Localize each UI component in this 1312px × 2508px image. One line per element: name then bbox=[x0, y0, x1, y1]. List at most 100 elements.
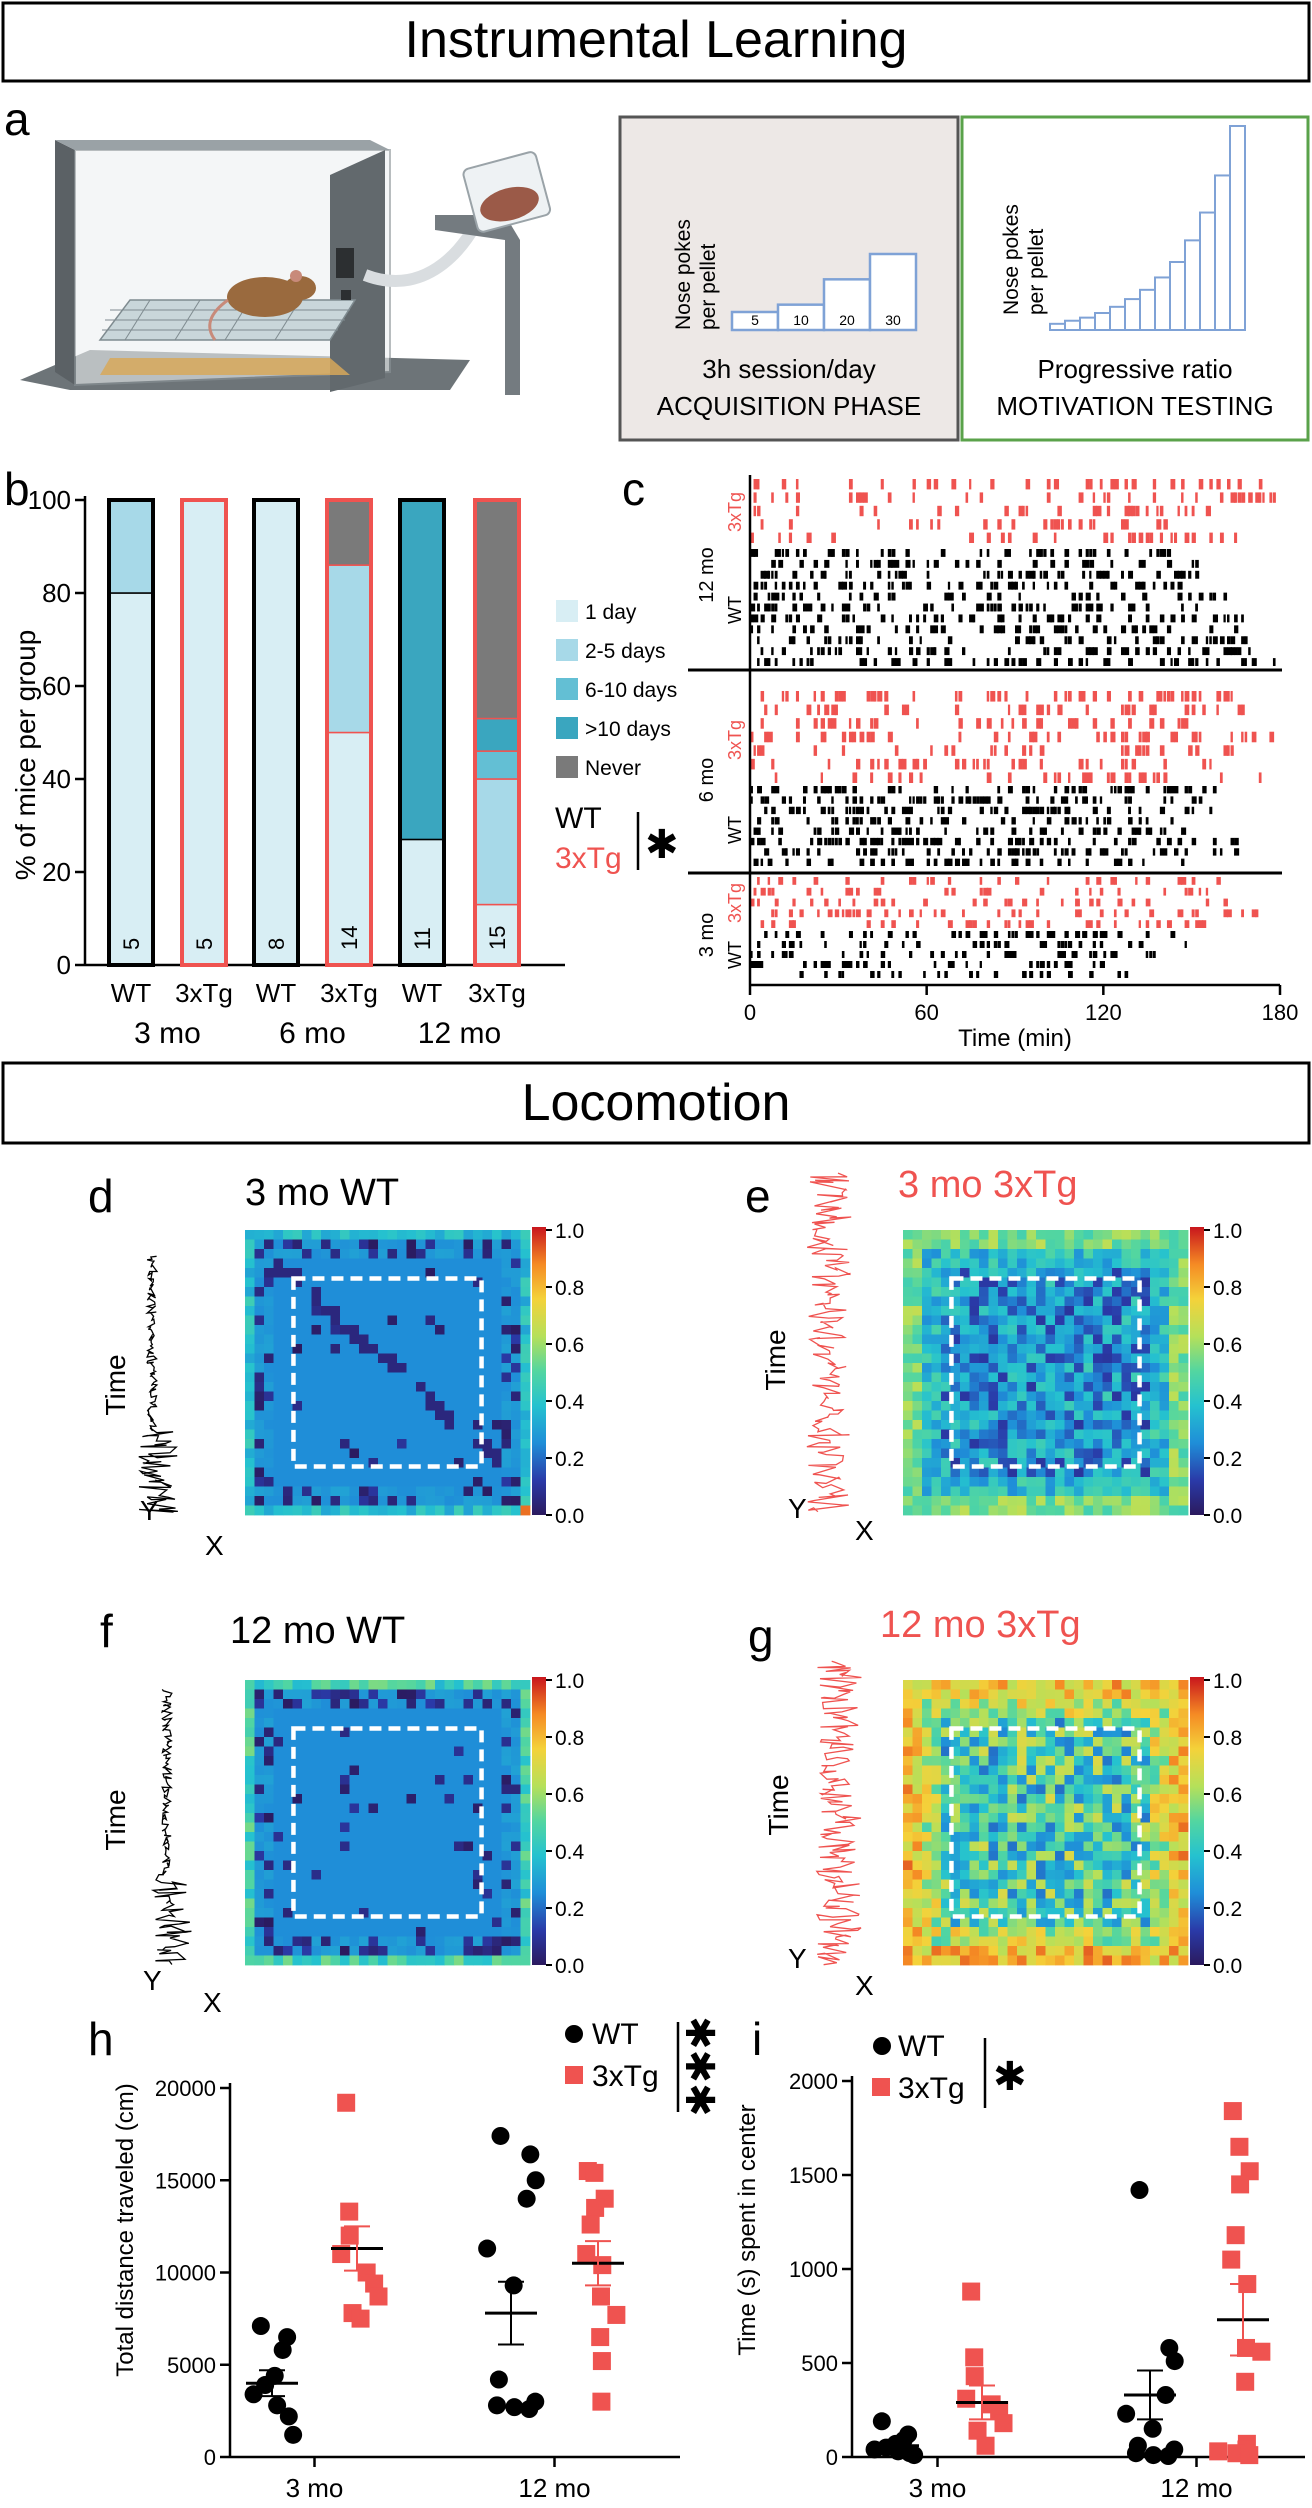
heatmap-cell bbox=[273, 1420, 284, 1430]
heatmap-cell bbox=[912, 1287, 923, 1297]
heatmap-cell bbox=[1102, 1784, 1113, 1795]
heatmap-cell bbox=[931, 1306, 942, 1316]
heatmap-cell bbox=[368, 1467, 379, 1478]
heatmap-cell bbox=[435, 1794, 445, 1804]
heatmap-cell bbox=[903, 1277, 913, 1288]
c-event-tick bbox=[919, 796, 923, 804]
heatmap-cell bbox=[302, 1230, 312, 1240]
heatmap-cell bbox=[1178, 1505, 1189, 1516]
heatmap-cell bbox=[912, 1851, 923, 1861]
c-event-tick bbox=[962, 951, 967, 958]
heatmap-cell bbox=[931, 1689, 942, 1700]
heatmap-cell bbox=[1064, 1306, 1075, 1316]
heatmap-cell bbox=[292, 1505, 303, 1516]
heatmap-cell bbox=[264, 1296, 274, 1307]
heatmap-cell bbox=[1064, 1230, 1075, 1240]
b-stat-tg: 3xTg bbox=[555, 842, 622, 875]
heatmap-cell bbox=[482, 1708, 493, 1719]
heatmap-cell bbox=[1083, 1306, 1094, 1316]
heatmap-cell bbox=[1121, 1803, 1132, 1814]
c-event-tick bbox=[1089, 951, 1092, 958]
c-event-tick bbox=[1177, 647, 1182, 656]
b-n-label: 5 bbox=[119, 938, 144, 950]
c-event-tick bbox=[1078, 691, 1084, 702]
heatmap-cell bbox=[1178, 1391, 1189, 1402]
heatmap-cell bbox=[302, 1420, 312, 1430]
heatmap-cell bbox=[273, 1822, 284, 1833]
trajectory-trace bbox=[138, 1255, 178, 1513]
c-event-tick bbox=[1050, 559, 1056, 568]
heatmap-cell bbox=[473, 1249, 483, 1259]
c-event-tick bbox=[1145, 951, 1149, 958]
heatmap-cell bbox=[1045, 1505, 1056, 1516]
c-event-tick bbox=[866, 806, 870, 815]
heatmap-cell bbox=[378, 1946, 388, 1956]
c-event-tick bbox=[785, 691, 789, 702]
c-event-tick bbox=[912, 479, 916, 490]
heatmap-cell bbox=[1169, 1727, 1179, 1738]
c-event-tick bbox=[1064, 796, 1069, 804]
c-event-tick bbox=[1170, 817, 1174, 825]
c-event-tick bbox=[873, 817, 877, 825]
heatmap-cell bbox=[292, 1870, 303, 1880]
c-event-tick bbox=[986, 549, 990, 557]
heatmap-cell bbox=[1093, 1268, 1103, 1278]
c-event-tick bbox=[997, 691, 1002, 702]
heatmap-cell bbox=[1102, 1306, 1113, 1316]
heatmap-cell bbox=[1121, 1718, 1132, 1728]
c-event-tick bbox=[817, 796, 821, 804]
c-event-tick bbox=[856, 806, 860, 815]
c-event-tick bbox=[778, 827, 784, 835]
heatmap-cell bbox=[1121, 1832, 1132, 1842]
heatmap-cell bbox=[1140, 1746, 1151, 1757]
b-n-label: 11 bbox=[410, 927, 435, 950]
heatmap-cell bbox=[292, 1429, 303, 1440]
heatmap-cell bbox=[1131, 1334, 1141, 1345]
heatmap-cell bbox=[273, 1756, 284, 1766]
heatmap-cell bbox=[941, 1382, 951, 1392]
heatmap-cell bbox=[302, 1803, 312, 1814]
heatmap-cell bbox=[321, 1765, 331, 1776]
heatmap-cell bbox=[1064, 1353, 1075, 1364]
heatmap-cell bbox=[406, 1917, 417, 1928]
instrumental-section-header: Instrumental Learning bbox=[1, 1, 1311, 83]
heatmap-cell bbox=[245, 1765, 255, 1776]
heatmap-cell bbox=[330, 1784, 341, 1795]
heatmap-cell bbox=[1055, 1765, 1065, 1776]
heatmap-cell bbox=[378, 1268, 388, 1278]
heatmap-cell bbox=[482, 1458, 493, 1468]
c-event-tick bbox=[1068, 941, 1073, 948]
heatmap-cell bbox=[1178, 1249, 1189, 1259]
heatmap-cell bbox=[988, 1718, 999, 1728]
heatmap-cell bbox=[1121, 1765, 1132, 1776]
heatmap-cell bbox=[349, 1889, 360, 1899]
heatmap-cell bbox=[1036, 1775, 1046, 1785]
heatmap-cell bbox=[330, 1296, 341, 1307]
heatmap-cell bbox=[922, 1239, 932, 1250]
c-event-tick bbox=[983, 931, 988, 938]
heatmap-cell bbox=[254, 1708, 265, 1719]
heatmap-cell bbox=[425, 1946, 436, 1956]
e-title: 3 mo 3xTg bbox=[898, 1164, 1078, 1206]
heatmap-cell bbox=[1121, 1784, 1132, 1795]
heatmap-cell bbox=[1178, 1448, 1189, 1459]
heatmap-cell bbox=[330, 1898, 341, 1909]
heatmap-cell bbox=[397, 1429, 407, 1440]
heatmap-cell bbox=[330, 1306, 341, 1316]
heatmap-cell bbox=[1178, 1382, 1189, 1392]
heatmap-cell bbox=[444, 1496, 455, 1506]
heatmap-cell bbox=[245, 1363, 255, 1373]
heatmap-cell bbox=[1007, 1429, 1018, 1440]
heatmap-cell bbox=[264, 1372, 274, 1383]
heatmap-cell bbox=[969, 1689, 980, 1700]
heatmap-cell bbox=[435, 1505, 445, 1516]
heatmap-cell bbox=[1093, 1803, 1103, 1814]
c-event-tick bbox=[1138, 581, 1144, 590]
heatmap-cell bbox=[416, 1775, 426, 1785]
heatmap-cell bbox=[349, 1277, 360, 1288]
heatmap-cell bbox=[245, 1946, 255, 1956]
heatmap-cell bbox=[969, 1334, 980, 1345]
heatmap-cell bbox=[444, 1306, 455, 1316]
c-event-tick bbox=[848, 718, 852, 729]
c-event-tick bbox=[965, 559, 970, 568]
